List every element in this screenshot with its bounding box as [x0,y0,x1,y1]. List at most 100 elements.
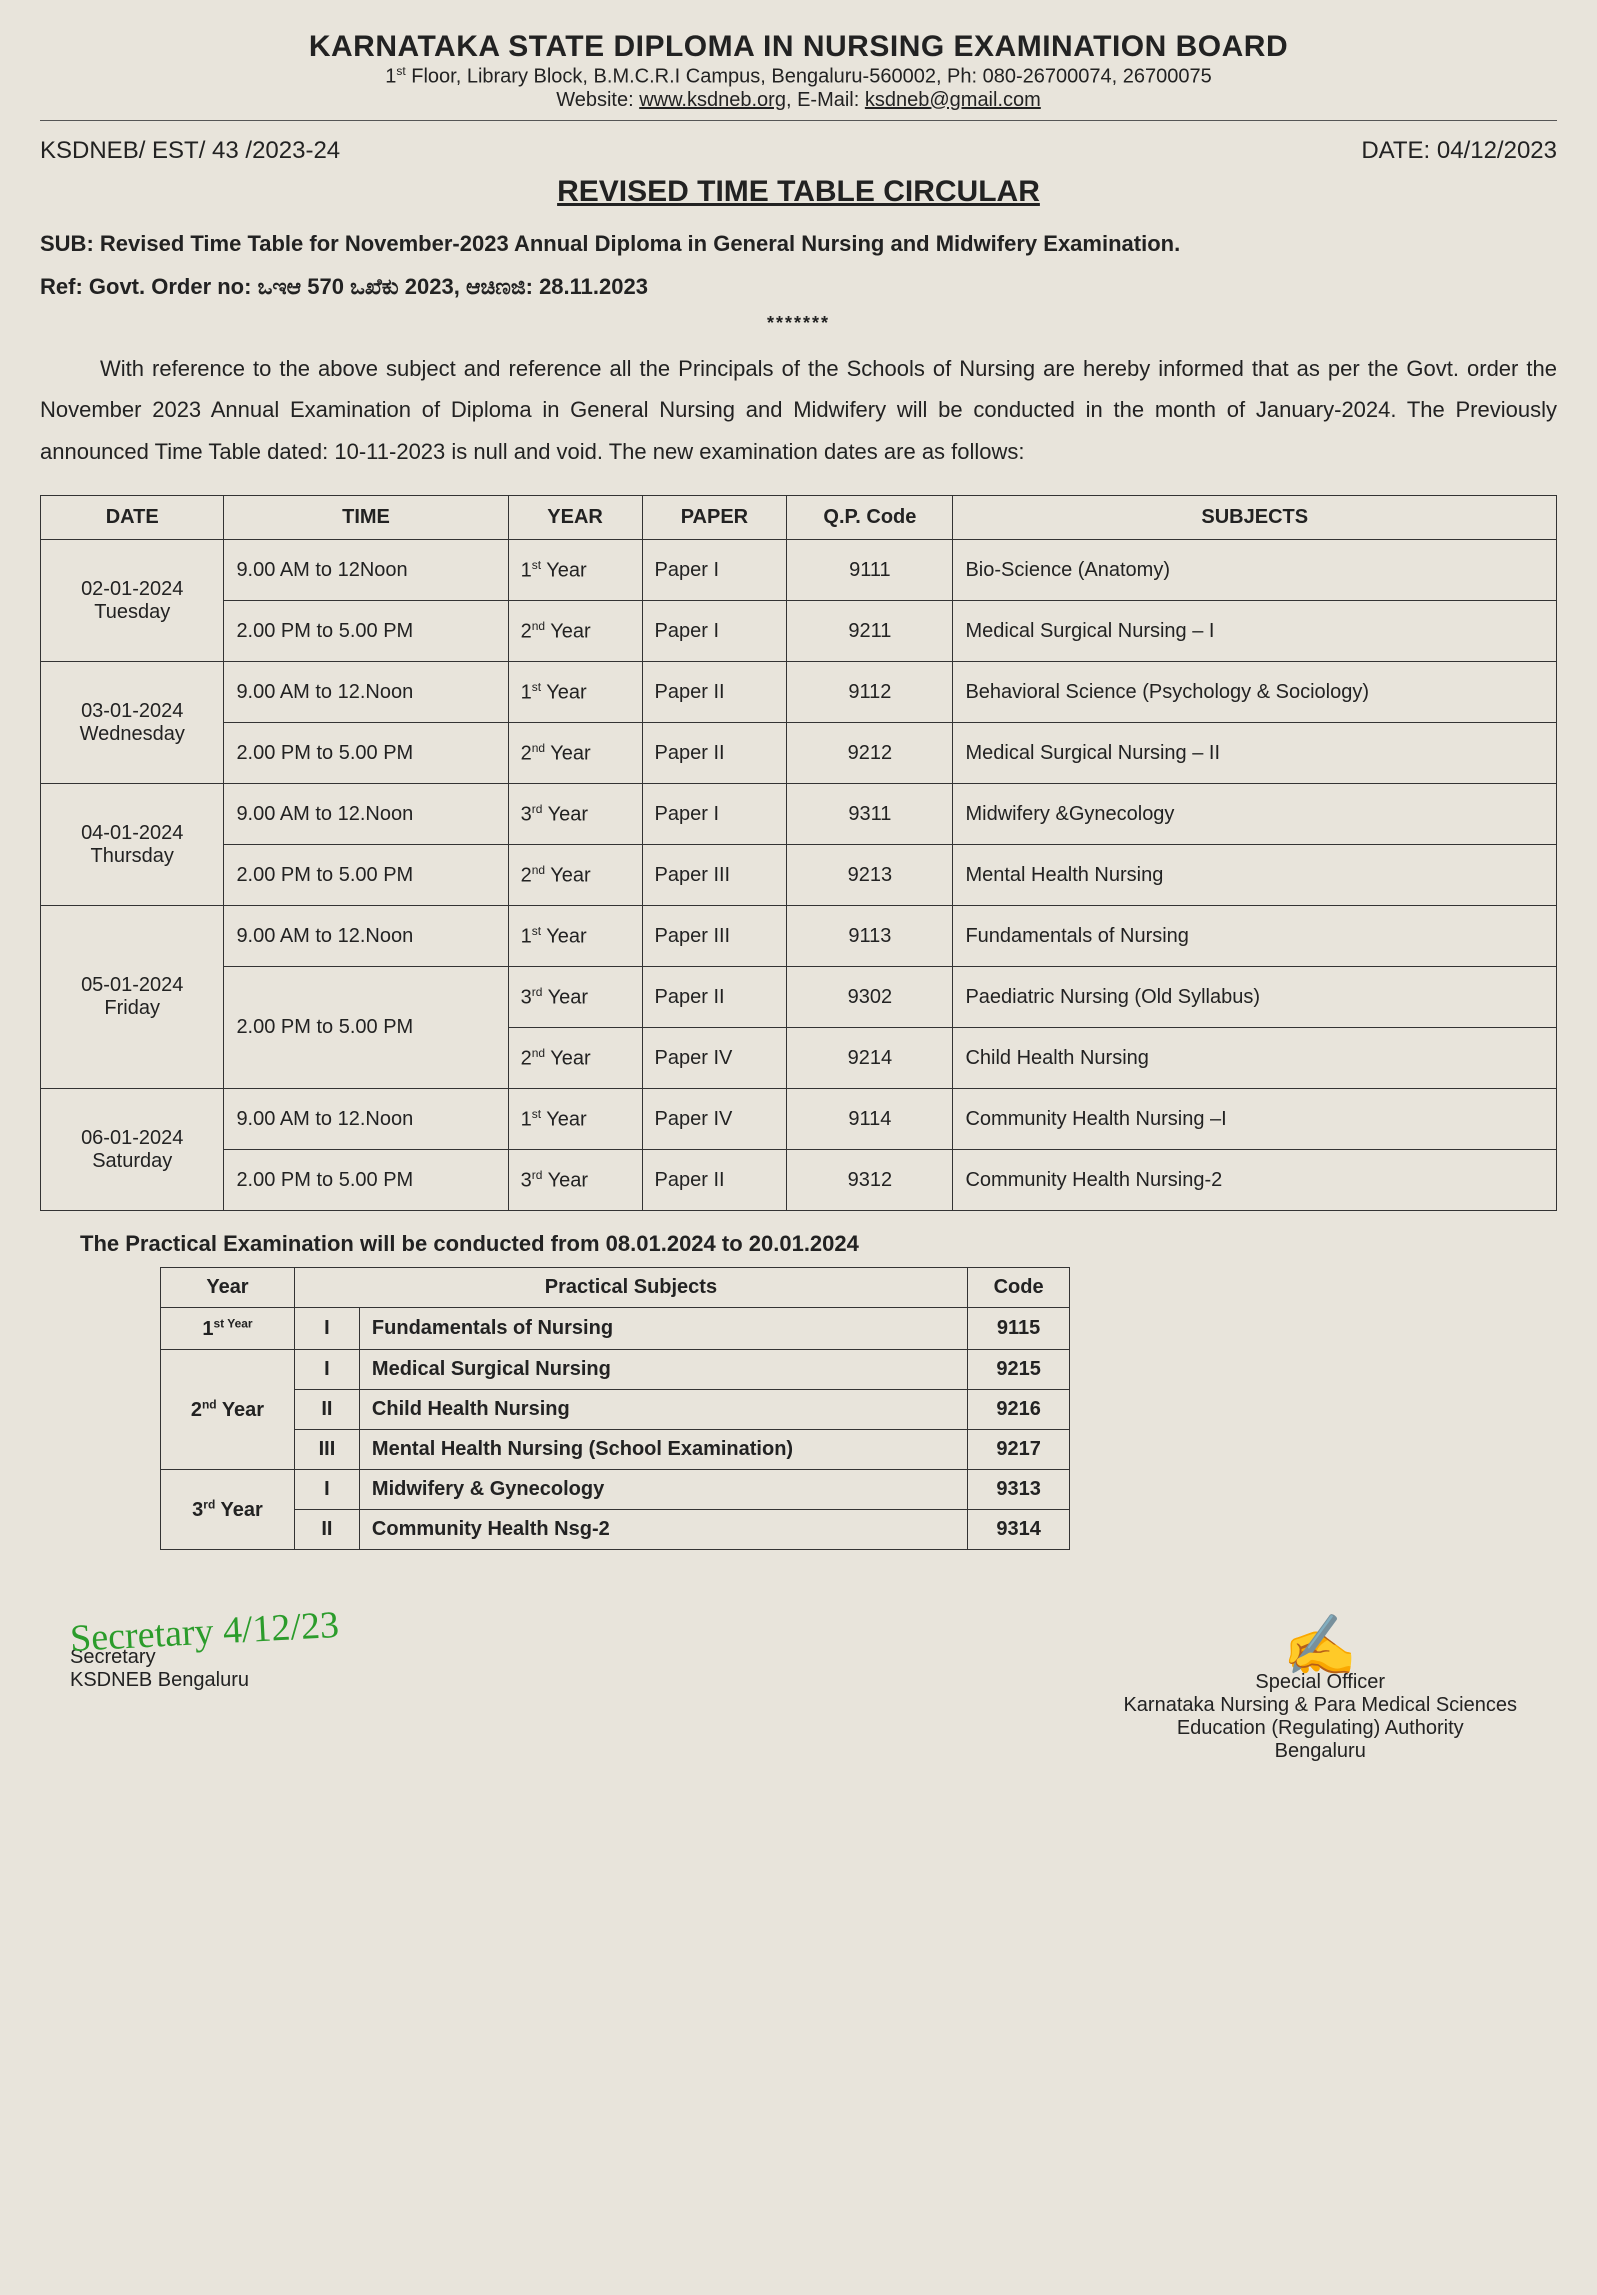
practical-num-cell: I [294,1308,359,1350]
paper-cell: Paper III [642,845,787,906]
date-cell: 06-01-2024Saturday [41,1089,224,1211]
timetable-row: 2.00 PM to 5.00 PM3rd YearPaper II9312Co… [41,1150,1557,1211]
timetable-row: 2.00 PM to 5.00 PM2nd YearPaper I9211Med… [41,601,1557,662]
time-cell: 2.00 PM to 5.00 PM [224,723,508,784]
practical-subject-cell: Fundamentals of Nursing [359,1308,967,1350]
year-cell: 3rd Year [508,967,642,1028]
subject-cell: Medical Surgical Nursing – II [953,723,1557,784]
practical-year-cell: 1st Year [161,1308,295,1350]
practical-header-cell: Practical Subjects [294,1268,967,1308]
subject-cell: Child Health Nursing [953,1028,1557,1089]
subject-cell: Community Health Nursing-2 [953,1150,1557,1211]
practical-subject-cell: Child Health Nursing [359,1389,967,1429]
practical-row: IIIMental Health Nursing (School Examina… [161,1429,1070,1469]
paper-cell: Paper I [642,784,787,845]
practical-year-cell: 2nd Year [161,1349,295,1469]
practical-num-cell: III [294,1429,359,1469]
timetable-header-cell: DATE [41,496,224,540]
time-cell: 2.00 PM to 5.00 PM [224,845,508,906]
practical-header: The Practical Examination will be conduc… [80,1231,1557,1257]
paper-cell: Paper II [642,967,787,1028]
date-cell: 05-01-2024Friday [41,906,224,1089]
code-cell: 9311 [787,784,953,845]
separator-stars: ******* [40,313,1557,334]
paper-cell: Paper III [642,906,787,967]
subject-cell: Behavioral Science (Psychology & Sociolo… [953,662,1557,723]
date-cell: 02-01-2024Tuesday [41,540,224,662]
code-cell: 9302 [787,967,953,1028]
practical-subject-cell: Community Health Nsg-2 [359,1509,967,1549]
time-cell: 9.00 AM to 12Noon [224,540,508,601]
year-cell: 1st Year [508,662,642,723]
practical-year-cell: 3rd Year [161,1469,295,1549]
website-line: Website: www.ksdneb.org, E-Mail: ksdneb@… [40,89,1557,112]
year-cell: 3rd Year [508,1150,642,1211]
subject-cell: Mental Health Nursing [953,845,1557,906]
year-cell: 1st Year [508,1089,642,1150]
timetable-row: 03-01-2024Wednesday9.00 AM to 12.Noon1st… [41,662,1557,723]
website-link[interactable]: www.ksdneb.org [639,89,786,111]
practical-num-cell: II [294,1389,359,1429]
paper-cell: Paper I [642,601,787,662]
subject-cell: Community Health Nursing –I [953,1089,1557,1150]
timetable-header-cell: PAPER [642,496,787,540]
practical-row: 1st YearIFundamentals of Nursing9115 [161,1308,1070,1350]
timetable-row: 05-01-2024Friday9.00 AM to 12.Noon1st Ye… [41,906,1557,967]
year-cell: 1st Year [508,906,642,967]
practical-code-cell: 9215 [967,1349,1069,1389]
year-cell: 2nd Year [508,1028,642,1089]
code-cell: 9213 [787,845,953,906]
reference-number: KSDNEB/ EST/ 43 /2023-24 [40,137,340,165]
timetable-row: 2.00 PM to 5.00 PM2nd YearPaper II9212Me… [41,723,1557,784]
year-cell: 3rd Year [508,784,642,845]
practical-num-cell: I [294,1469,359,1509]
paper-cell: Paper I [642,540,787,601]
subject-cell: Medical Surgical Nursing – I [953,601,1557,662]
practical-row: IIChild Health Nursing9216 [161,1389,1070,1429]
code-cell: 9114 [787,1089,953,1150]
signature-row: Secretary 4/12/23 Secretary KSDNEB Benga… [40,1610,1557,1763]
timetable-header-cell: TIME [224,496,508,540]
code-cell: 9312 [787,1150,953,1211]
circular-title: REVISED TIME TABLE CIRCULAR [40,175,1557,209]
year-cell: 2nd Year [508,845,642,906]
org-address: 1st Floor, Library Block, B.M.C.R.I Camp… [40,64,1557,89]
practical-subject-cell: Medical Surgical Nursing [359,1349,967,1389]
subject-cell: Paediatric Nursing (Old Syllabus) [953,967,1557,1028]
subject-cell: Fundamentals of Nursing [953,906,1557,967]
email-link[interactable]: ksdneb@gmail.com [865,89,1041,111]
code-cell: 9211 [787,601,953,662]
practical-row: IICommunity Health Nsg-29314 [161,1509,1070,1549]
ref-date-row: KSDNEB/ EST/ 43 /2023-24 DATE: 04/12/202… [40,137,1557,165]
time-cell: 9.00 AM to 12.Noon [224,662,508,723]
signature-left: Secretary 4/12/23 Secretary KSDNEB Benga… [40,1610,339,1763]
paper-cell: Paper II [642,1150,787,1211]
timetable-row: 06-01-2024Saturday9.00 AM to 12.Noon1st … [41,1089,1557,1150]
subject-line: SUB: Revised Time Table for November-202… [40,227,1557,260]
code-cell: 9113 [787,906,953,967]
body-paragraph: With reference to the above subject and … [40,348,1557,473]
time-cell: 9.00 AM to 12.Noon [224,1089,508,1150]
practical-code-cell: 9314 [967,1509,1069,1549]
paper-cell: Paper IV [642,1028,787,1089]
time-cell: 9.00 AM to 12.Noon [224,784,508,845]
document-header: KARNATAKA STATE DIPLOMA IN NURSING EXAMI… [40,30,1557,121]
org-title: KARNATAKA STATE DIPLOMA IN NURSING EXAMI… [40,30,1557,64]
time-cell: 9.00 AM to 12.Noon [224,906,508,967]
code-cell: 9212 [787,723,953,784]
practical-row: 3rd YearIMidwifery & Gynecology9313 [161,1469,1070,1509]
timetable-row: 04-01-2024Thursday9.00 AM to 12.Noon3rd … [41,784,1557,845]
timetable: DATETIMEYEARPAPERQ.P. CodeSUBJECTS 02-01… [40,495,1557,1211]
practical-row: 2nd YearIMedical Surgical Nursing9215 [161,1349,1070,1389]
date-cell: 03-01-2024Wednesday [41,662,224,784]
subject-cell: Midwifery &Gynecology [953,784,1557,845]
practical-code-cell: 9313 [967,1469,1069,1509]
reference-line: Ref: Govt. Order no: ಒಇಆ 570 ಒಖೆಕು 2023,… [40,270,1557,303]
practical-subject-cell: Mental Health Nursing (School Examinatio… [359,1429,967,1469]
paper-cell: Paper II [642,662,787,723]
year-cell: 2nd Year [508,723,642,784]
practical-subject-cell: Midwifery & Gynecology [359,1469,967,1509]
timetable-row: 2.00 PM to 5.00 PM2nd YearPaper III9213M… [41,845,1557,906]
timetable-header: DATETIMEYEARPAPERQ.P. CodeSUBJECTS [41,496,1557,540]
practical-header-cell: Code [967,1268,1069,1308]
